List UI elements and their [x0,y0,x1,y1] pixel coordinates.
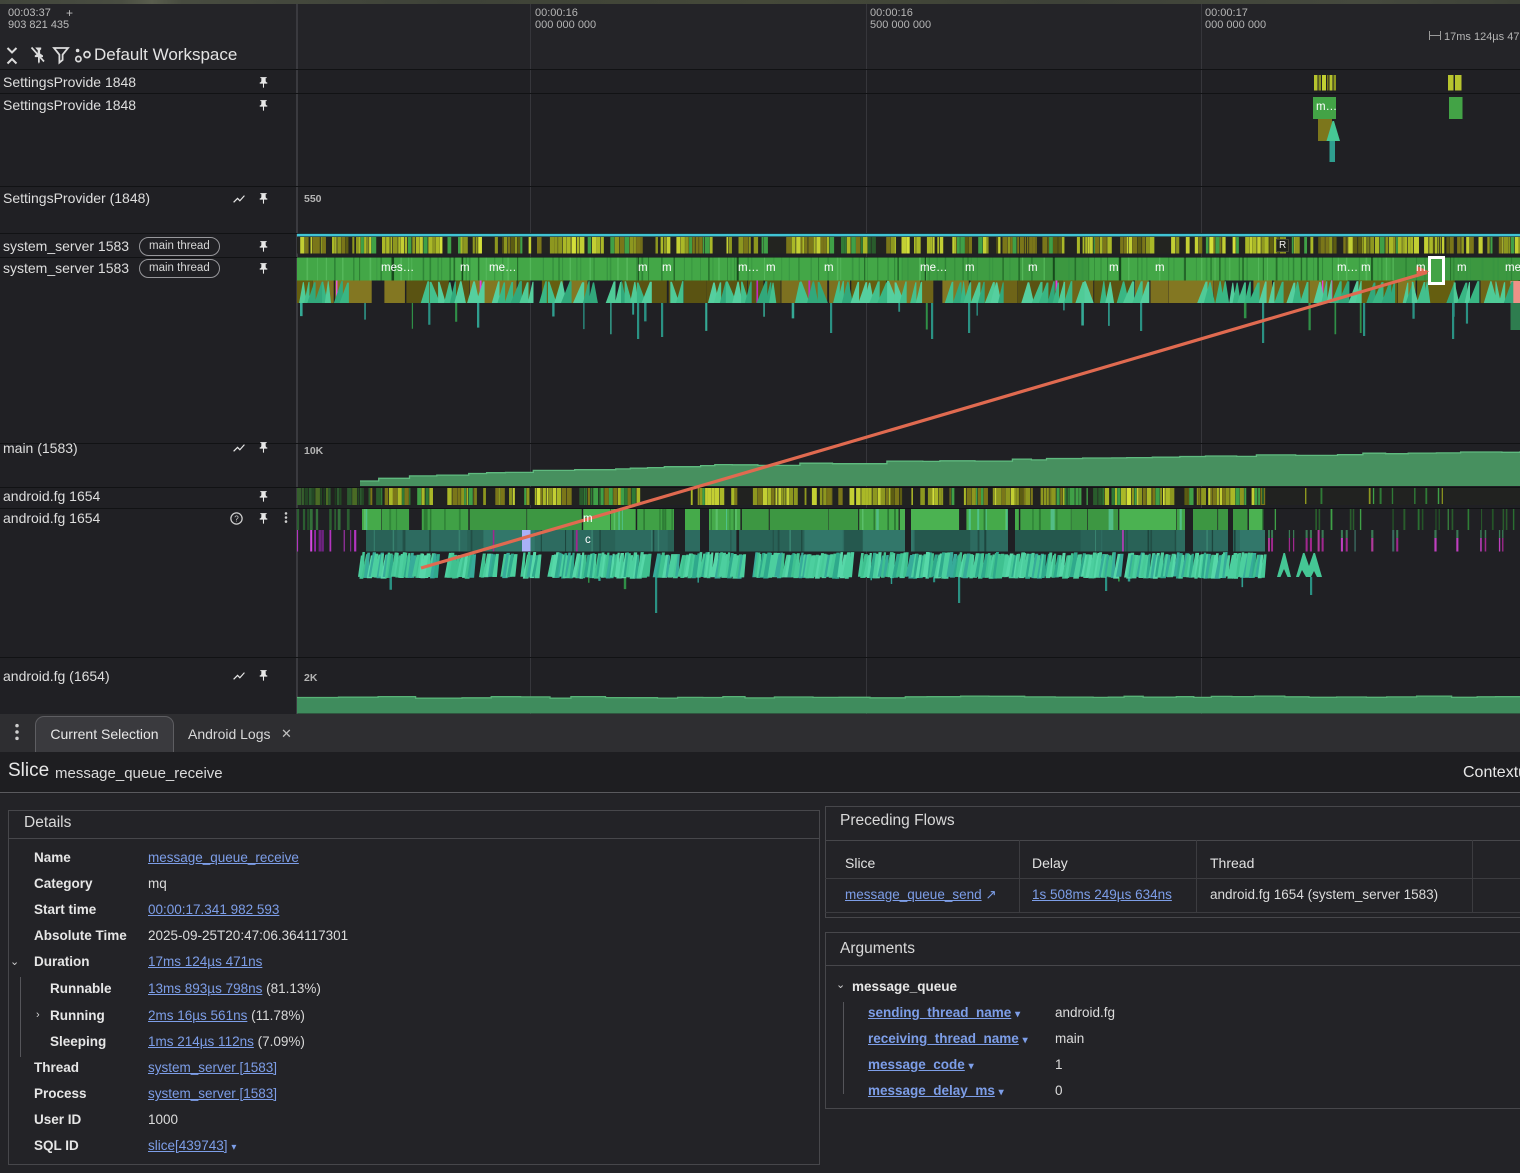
svg-text:?: ? [234,514,239,523]
